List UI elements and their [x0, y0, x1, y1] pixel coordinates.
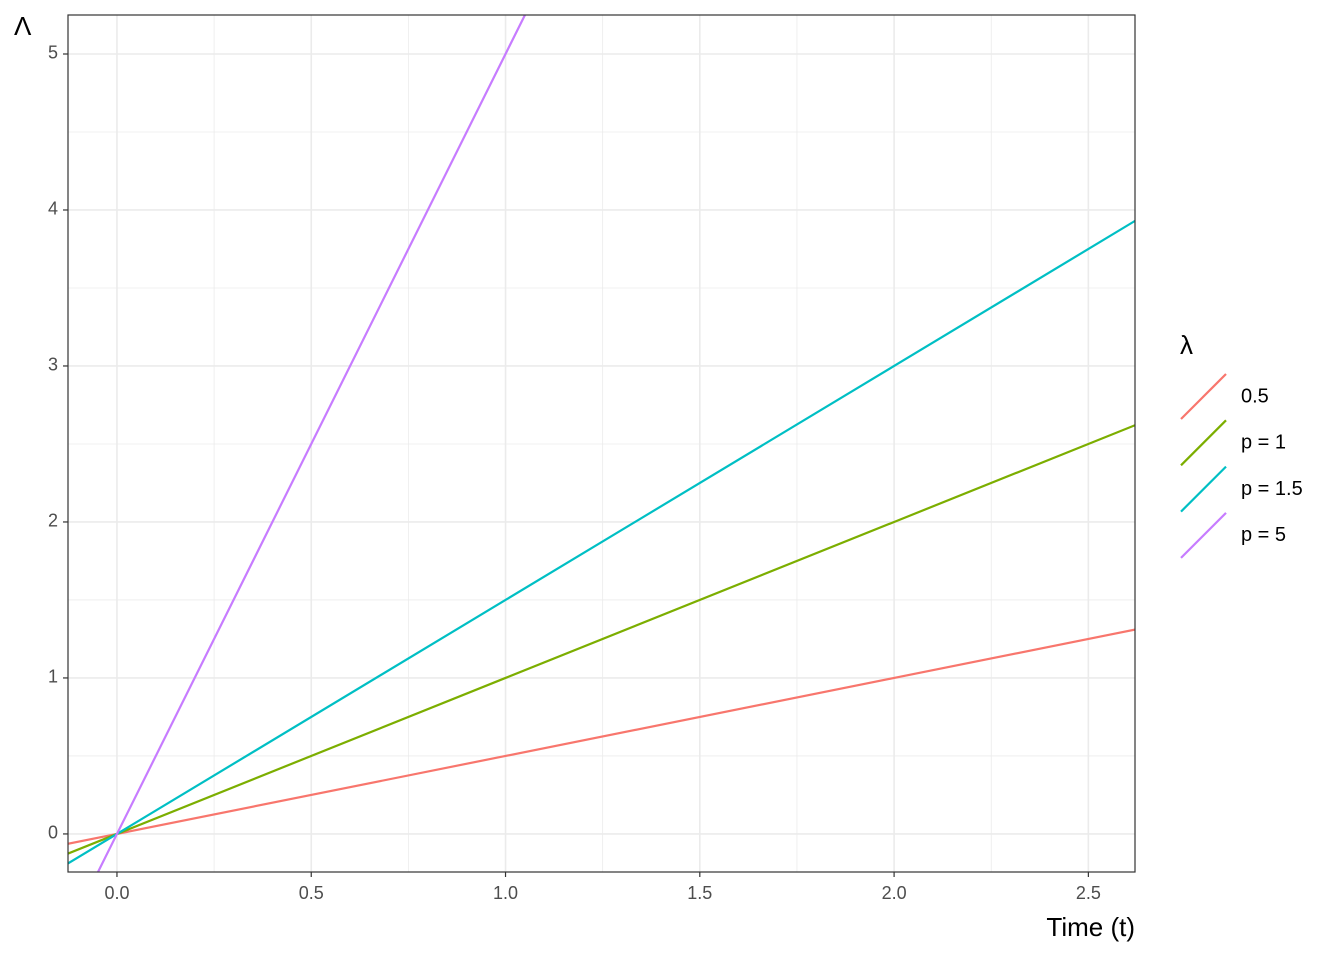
y-tick-label: 5	[48, 43, 58, 63]
legend-key	[1180, 419, 1227, 467]
y-tick-label: 1	[48, 667, 58, 687]
x-tick-label: 0.5	[299, 883, 324, 903]
y-tick-label: 2	[48, 511, 58, 531]
x-tick-label: 1.5	[687, 883, 712, 903]
legend-label: 0.5	[1241, 385, 1269, 407]
panel-border	[67, 14, 1136, 873]
legend-title: λ	[1180, 330, 1193, 360]
y-tick-label: 4	[48, 199, 58, 219]
series-line	[68, 219, 1135, 865]
x-tick-label: 0.0	[104, 883, 129, 903]
series-line	[68, 424, 1135, 855]
legend-label: p = 1.5	[1241, 478, 1303, 500]
series-line	[68, 628, 1135, 845]
legend-key	[1180, 465, 1227, 513]
legend-key	[1180, 512, 1227, 559]
x-tick-label: 1.0	[493, 883, 518, 903]
x-tick-label: 2.0	[882, 883, 907, 903]
x-tick-label: 2.5	[1076, 883, 1101, 903]
legend-label: p = 5	[1241, 524, 1286, 546]
y-tick-label: 0	[48, 823, 58, 843]
y-axis-label: Λ	[14, 11, 32, 41]
y-tick-label: 3	[48, 355, 58, 375]
legend-key	[1180, 373, 1227, 420]
series-line	[96, 15, 527, 872]
x-axis-label: Time (t)	[1046, 912, 1135, 942]
legend-label: p = 1	[1241, 432, 1286, 454]
plot-panel	[68, 15, 1135, 872]
